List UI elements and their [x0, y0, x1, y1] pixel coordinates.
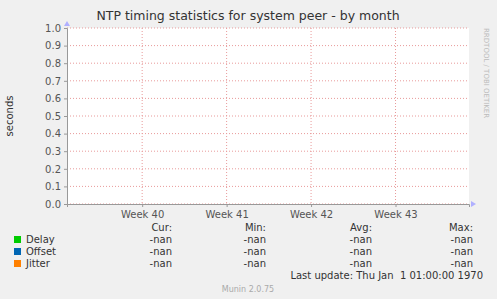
x-grid-line — [142, 28, 143, 204]
tick-mark — [64, 151, 67, 152]
x-axis: Week 40 Week 41 Week 42 Week 43 — [68, 204, 470, 220]
y-grid-line — [67, 151, 469, 152]
watermark: RRDTOOL / TOBI OETIKER — [482, 28, 490, 118]
x-grid-line — [395, 28, 396, 204]
tick-mark — [311, 204, 312, 207]
y-grid-line — [67, 80, 469, 81]
last-update: Last update: Thu Jan 1 01:00:00 1970 — [290, 270, 483, 281]
tick-label: 1.0 — [45, 23, 61, 34]
plot-area — [67, 28, 469, 204]
tick: 1.0 — [45, 23, 67, 34]
tick-mark — [64, 169, 67, 170]
tick-mark — [64, 186, 67, 187]
tick-label: 0.9 — [45, 40, 61, 51]
tick-label: 0.3 — [45, 146, 61, 157]
axis-line — [64, 29, 68, 205]
tick-mark — [64, 204, 67, 205]
legend-column-header: Cur: — [151, 222, 172, 233]
legend-stat: -nan — [451, 234, 473, 245]
tick: 0.0 — [45, 199, 67, 210]
tick-mark — [64, 28, 67, 29]
x-grid-line — [226, 28, 227, 204]
axis-line — [68, 205, 470, 208]
legend-stat: -nan — [244, 246, 266, 257]
y-grid-line — [67, 63, 469, 64]
legend-stat: -nan — [451, 246, 473, 257]
tick: Week 43 — [374, 204, 417, 220]
background — [0, 0, 497, 299]
y-grid-line — [67, 133, 469, 134]
tick-label: 0.6 — [45, 93, 61, 104]
tick-label: 0.4 — [45, 128, 61, 139]
tick-mark — [227, 204, 228, 207]
legend-stat: -nan — [350, 234, 372, 245]
y-grid-line — [67, 186, 469, 187]
axis-arrow — [471, 201, 476, 207]
legend-stat: -nan — [451, 258, 473, 269]
tick-label: Week 43 — [374, 209, 417, 220]
tick: 0.3 — [45, 146, 67, 157]
legend: Cur:Min:Avg:Max:Delay-nan-nan-nan-nanOff… — [14, 222, 473, 269]
tick: 0.1 — [45, 181, 67, 192]
tick: 0.8 — [45, 58, 67, 69]
legend-swatch — [14, 248, 21, 255]
grid — [67, 28, 469, 204]
legend-column-header: Avg: — [350, 222, 372, 233]
axis-arrow — [64, 21, 70, 26]
legend-stat: -nan — [244, 234, 266, 245]
chart: 0.0 0.1 0.2 0.3 0.4 0.5 0.6 0.7 0.8 0.9 1.0 Week 40… — [0, 0, 497, 299]
tick-mark — [64, 46, 67, 47]
tick: 0.6 — [45, 93, 67, 104]
tick-label: 0.5 — [45, 111, 61, 122]
tick-label: Week 42 — [290, 209, 333, 220]
legend-stat: -nan — [150, 258, 172, 269]
tick-label: Week 40 — [121, 209, 164, 220]
footer: Munin 2.0.75 — [222, 285, 274, 294]
tick-mark — [142, 204, 143, 207]
tick: 0.5 — [45, 111, 67, 122]
tick-mark — [64, 63, 67, 64]
legend-label: Delay — [26, 234, 55, 245]
legend-label: Jitter — [25, 258, 51, 269]
tick: Week 40 — [121, 204, 164, 220]
tick-label: 0.2 — [45, 164, 61, 175]
legend-swatch — [14, 236, 21, 243]
x-grid-line — [311, 28, 312, 204]
tick-mark — [64, 81, 67, 82]
tick: 0.4 — [45, 128, 67, 139]
tick-mark — [64, 116, 67, 117]
tick: 0.7 — [45, 76, 67, 87]
y-axis: 0.0 0.1 0.2 0.3 0.4 0.5 0.6 0.7 0.8 0.9 1.0 — [45, 23, 67, 210]
tick-label: 0.1 — [45, 181, 61, 192]
y-grid-line — [67, 116, 469, 117]
legend-column-header: Min: — [245, 222, 266, 233]
y-grid-line — [67, 28, 469, 29]
legend-label: Offset — [26, 246, 56, 257]
tick-label: 0.0 — [45, 199, 61, 210]
tick-mark — [64, 134, 67, 135]
title: NTP timing statistics for system peer - … — [96, 8, 399, 23]
y-grid-line — [67, 168, 469, 169]
legend-stat: -nan — [150, 246, 172, 257]
tick-label: 0.7 — [45, 76, 61, 87]
tick-mark — [396, 204, 397, 207]
tick: 0.2 — [45, 164, 67, 175]
legend-stat: -nan — [350, 258, 372, 269]
y-axis-title: seconds — [4, 96, 15, 137]
tick: Week 42 — [290, 204, 333, 220]
tick: Week 41 — [205, 204, 248, 220]
legend-stat: -nan — [350, 246, 372, 257]
tick-label: Week 41 — [205, 209, 248, 220]
tick-label: 0.8 — [45, 58, 61, 69]
legend-stat: -nan — [150, 234, 172, 245]
y-grid-line — [67, 45, 469, 46]
legend-column-header: Max: — [449, 222, 473, 233]
legend-swatch — [14, 260, 21, 267]
tick-mark — [64, 98, 67, 99]
legend-stat: -nan — [244, 258, 266, 269]
tick: 0.9 — [45, 40, 67, 51]
y-grid-line — [67, 98, 469, 99]
